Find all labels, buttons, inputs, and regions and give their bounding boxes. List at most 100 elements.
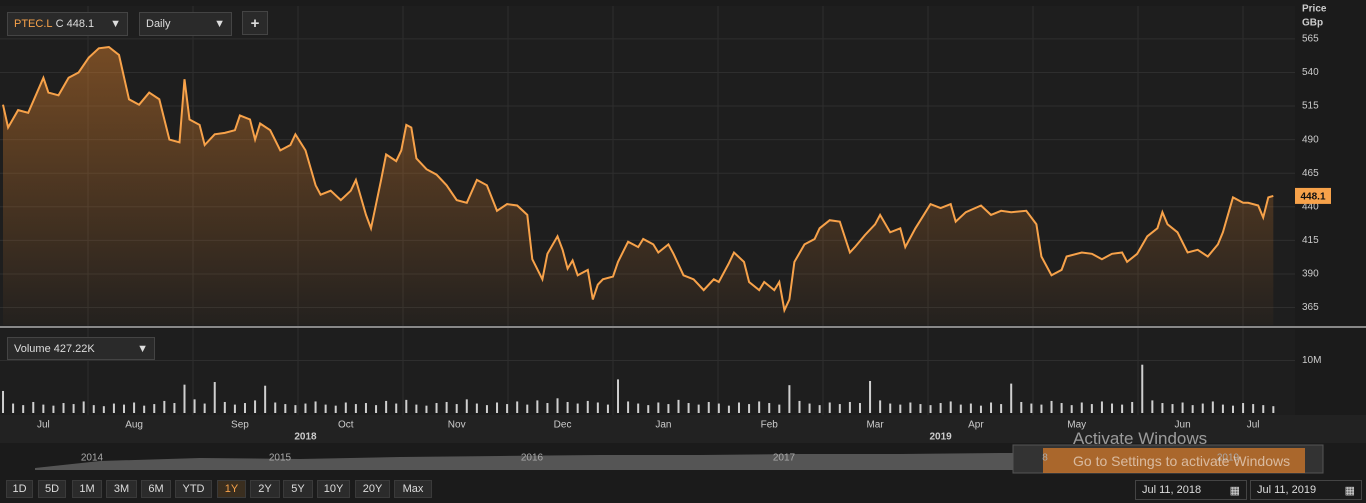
range-button[interactable]: 1D [6, 480, 33, 498]
volume-bar [1020, 401, 1023, 413]
volume-bar [727, 405, 730, 413]
volume-bar [990, 402, 993, 413]
y-tick-label: 365 [1302, 302, 1319, 313]
volume-bar [1080, 402, 1083, 413]
volume-bar [354, 404, 357, 413]
range-button[interactable]: 6M [141, 480, 171, 498]
volume-bar [586, 400, 589, 413]
volume-bar [929, 405, 932, 413]
volume-bar [667, 404, 670, 413]
volume-bar [1000, 404, 1003, 413]
volume-bar [163, 400, 166, 413]
volume-bar [1050, 400, 1053, 413]
volume-bar [455, 404, 458, 413]
volume-bar [969, 403, 972, 413]
volume-bar [1191, 405, 1194, 413]
volume-bar [193, 399, 196, 413]
range-button[interactable]: 1Y [217, 480, 246, 498]
last-price-label: 448.1 [1300, 192, 1325, 203]
volume-bar [1161, 403, 1164, 413]
range-button[interactable]: 5Y [283, 480, 313, 498]
symbol: PTEC.L [14, 18, 53, 30]
end-date[interactable]: Jul 11, 2019 ▦ [1250, 480, 1362, 500]
range-button[interactable]: 1M [72, 480, 102, 498]
navigator-year: 2015 [269, 453, 292, 464]
volume-bar [82, 401, 85, 413]
volume-bar [506, 404, 509, 413]
range-button[interactable]: 3M [106, 480, 137, 498]
volume-bar [919, 404, 922, 413]
volume-bar [687, 403, 690, 413]
volume-bar [526, 404, 529, 413]
volume-bar [1171, 404, 1174, 413]
volume-bar [848, 401, 851, 413]
volume-bar [1070, 405, 1073, 413]
year-label: 2019 [930, 432, 953, 443]
volume-bar [375, 405, 378, 413]
volume-bar [385, 400, 388, 413]
volume-pane [0, 329, 1295, 415]
volume-bar [304, 403, 307, 413]
volume-bar [243, 403, 246, 413]
volume-bar [32, 401, 35, 413]
volume-bar [798, 400, 801, 413]
volume-bar [1060, 403, 1063, 413]
volume-bar [1030, 403, 1033, 413]
volume-bar [425, 405, 428, 413]
volume-bar [12, 403, 15, 413]
volume-bar [183, 384, 186, 413]
navigator-year: 2019 [1217, 453, 1240, 464]
volume-bar [869, 380, 872, 413]
x-tick-label: Jul [37, 420, 50, 431]
volume-bar [203, 403, 206, 413]
volume-bar [899, 404, 902, 413]
navigator-selection [1043, 448, 1305, 473]
volume-bar [959, 404, 962, 413]
volume-bar [1201, 403, 1204, 413]
add-button[interactable]: + [242, 11, 268, 35]
interval-box[interactable]: Daily ▼ [139, 12, 232, 36]
range-button[interactable]: 10Y [317, 480, 350, 498]
volume-bar [415, 404, 418, 413]
volume-bar [828, 402, 831, 413]
volume-bar [1111, 403, 1114, 413]
symbol-box[interactable]: PTEC.L C 448.1 ▼ [7, 12, 128, 36]
volume-bar [1272, 406, 1275, 413]
range-button[interactable]: YTD [175, 480, 212, 498]
y-tick-label: 390 [1302, 269, 1319, 280]
y-tick-label: 465 [1302, 168, 1319, 179]
x-tick-label: Dec [554, 420, 572, 431]
navigator-year: 2014 [81, 453, 104, 464]
volume-bar [748, 404, 751, 413]
navigator-year: 8 [1042, 453, 1048, 464]
y-axis-label: Price [1302, 4, 1327, 15]
volume-bar [536, 400, 539, 413]
volume-bar [546, 403, 549, 413]
range-button[interactable]: 2Y [250, 480, 280, 498]
x-tick-label: Aug [125, 420, 143, 431]
volume-bar [879, 400, 882, 413]
volume-bar [445, 401, 448, 413]
volume-bar [556, 398, 559, 413]
range-button[interactable]: 20Y [355, 480, 390, 498]
navigator-year: 2016 [521, 453, 544, 464]
volume-bar [1141, 364, 1144, 413]
x-tick-label: Nov [448, 420, 466, 431]
start-date[interactable]: Jul 11, 2018 ▦ [1135, 480, 1247, 500]
volume-bar [909, 402, 912, 413]
y-tick-label: 415 [1302, 235, 1319, 246]
range-button[interactable]: 5D [38, 480, 66, 498]
volume-bar [768, 403, 771, 413]
volume-bar [143, 405, 146, 413]
volume-box[interactable]: Volume 427.22K ▼ [7, 337, 155, 360]
x-tick-label: Oct [338, 420, 354, 431]
volume-bar [617, 379, 620, 413]
watermark-title: Activate Windows [1073, 429, 1208, 448]
volume-bar [566, 401, 569, 413]
volume-bar [788, 385, 791, 413]
range-button[interactable]: Max [394, 480, 432, 498]
volume-bar [637, 403, 640, 413]
volume-bar [274, 402, 277, 413]
volume-bar [949, 401, 952, 413]
